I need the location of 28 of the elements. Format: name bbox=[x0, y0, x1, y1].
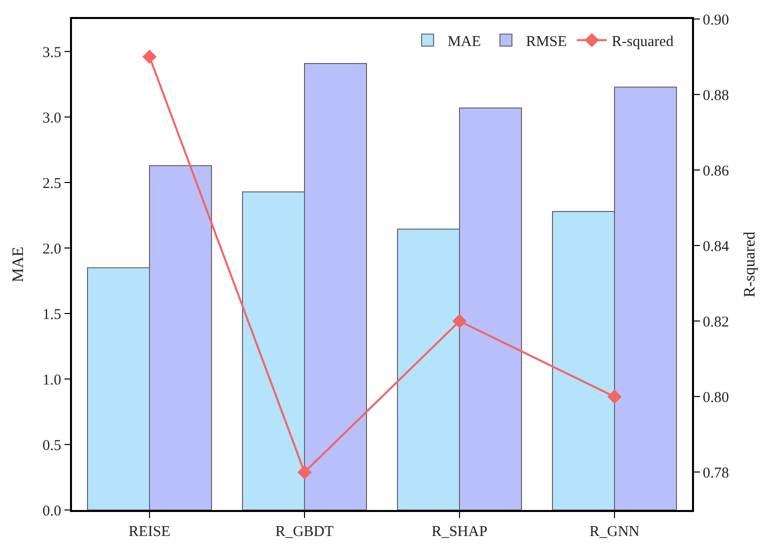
point bbox=[607, 390, 622, 404]
y2-tick-label: 0.86 bbox=[702, 163, 730, 180]
y2-tick-label: 0.82 bbox=[702, 314, 729, 330]
x-tick-label: R_SHAP bbox=[432, 524, 488, 540]
x-tick-label: R_GNN bbox=[589, 524, 640, 540]
y-tick-label: 0.0 bbox=[42, 503, 62, 520]
y-tick-label: 2.5 bbox=[42, 176, 62, 192]
y-tick-label: 3.0 bbox=[42, 110, 62, 126]
y-tick-label: 1.5 bbox=[42, 306, 62, 323]
y-axis-title: MAE bbox=[10, 246, 27, 282]
legend-label: R-squared bbox=[612, 34, 674, 50]
point bbox=[452, 314, 467, 328]
y-tick-label: 2.0 bbox=[42, 241, 62, 258]
legend-label: MAE bbox=[448, 34, 481, 50]
y2-tick-label: 0.90 bbox=[702, 12, 729, 28]
y2-tick-label: 0.78 bbox=[702, 465, 729, 482]
y-tick-label: 0.5 bbox=[42, 438, 62, 454]
y2-tick-label: 0.88 bbox=[702, 88, 729, 104]
point bbox=[297, 465, 312, 480]
y-tick-label: 1.0 bbox=[42, 372, 62, 388]
y2-tick-label: 0.84 bbox=[702, 238, 730, 255]
x-tick-label: R_GBDT bbox=[275, 524, 334, 540]
legend-label: RMSE bbox=[526, 34, 567, 50]
x-tick-label: REISE bbox=[128, 524, 170, 540]
y2-axis-title: R-squared bbox=[742, 232, 759, 298]
point bbox=[142, 50, 157, 64]
y2-tick-label: 0.80 bbox=[702, 390, 729, 406]
y-tick-label: 3.5 bbox=[42, 44, 62, 61]
